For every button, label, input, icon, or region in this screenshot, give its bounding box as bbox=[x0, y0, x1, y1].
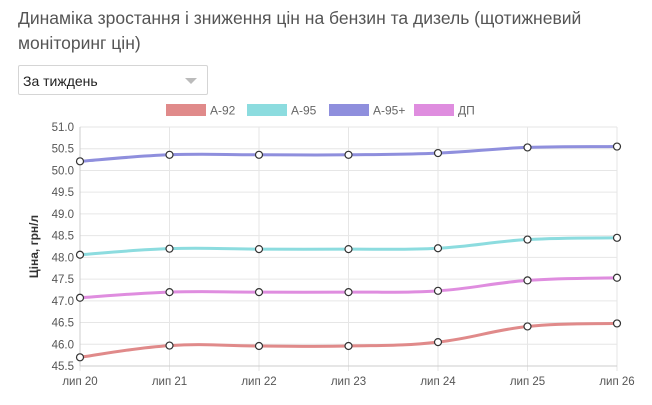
x-tick-label: лип 20 bbox=[62, 376, 97, 388]
legend-swatch bbox=[414, 104, 454, 116]
y-axis-title: Ціна, грн/л bbox=[27, 215, 41, 278]
y-tick-label: 47.0 bbox=[52, 296, 74, 308]
x-tick-label: лип 21 bbox=[152, 376, 187, 388]
data-point bbox=[254, 341, 264, 351]
data-point bbox=[254, 245, 264, 254]
legend-swatch bbox=[166, 104, 206, 116]
data-point bbox=[612, 233, 622, 242]
legend-swatch bbox=[247, 104, 287, 116]
data-point bbox=[165, 341, 174, 350]
legend-label: ДП bbox=[458, 104, 475, 118]
legend-label: А-92 bbox=[210, 104, 236, 118]
data-point bbox=[523, 235, 532, 244]
y-tick-label: 48.5 bbox=[52, 231, 74, 243]
y-tick-label: 47.5 bbox=[52, 274, 74, 286]
y-tick-label: 51.0 bbox=[52, 122, 74, 134]
data-point bbox=[344, 341, 353, 351]
data-point bbox=[75, 157, 85, 166]
data-point bbox=[75, 353, 85, 362]
data-point bbox=[254, 288, 264, 297]
data-point bbox=[523, 276, 532, 285]
x-tick-label: лип 25 bbox=[510, 376, 545, 388]
y-tick-label: 48.0 bbox=[52, 252, 74, 264]
data-point bbox=[523, 143, 532, 152]
x-tick-label: лип 22 bbox=[241, 376, 276, 388]
legend-label: А-95+ bbox=[373, 104, 405, 118]
period-select-value: За тиждень bbox=[23, 73, 98, 89]
x-tick-label: лип 24 bbox=[420, 376, 456, 388]
data-point bbox=[75, 293, 85, 302]
data-point bbox=[165, 150, 174, 159]
data-point bbox=[254, 150, 264, 159]
data-point bbox=[344, 288, 353, 297]
data-point bbox=[433, 148, 443, 158]
y-tick-label: 46.5 bbox=[52, 318, 74, 330]
y-tick-label: 50.0 bbox=[52, 165, 74, 177]
legend-label: А-95 bbox=[291, 104, 317, 118]
period-select[interactable]: За тиждень bbox=[18, 65, 208, 95]
y-tick-label: 50.5 bbox=[52, 144, 74, 156]
data-point bbox=[433, 338, 443, 347]
chevron-down-icon bbox=[185, 78, 197, 84]
y-tick-label: 45.5 bbox=[52, 361, 74, 373]
data-point bbox=[344, 150, 353, 159]
data-point bbox=[612, 319, 622, 328]
y-tick-label: 49.0 bbox=[52, 209, 74, 221]
x-tick-label: лип 23 bbox=[331, 376, 366, 388]
data-point bbox=[612, 142, 622, 151]
page-title: Динаміка зростання і зниження цін на бен… bbox=[18, 8, 582, 53]
data-point bbox=[165, 288, 174, 297]
data-point bbox=[344, 245, 353, 254]
data-point bbox=[165, 244, 174, 253]
legend-swatch bbox=[329, 104, 369, 116]
data-point bbox=[433, 286, 443, 295]
data-point bbox=[75, 250, 85, 259]
x-tick-label: лип 26 bbox=[599, 376, 634, 388]
data-point bbox=[433, 244, 443, 253]
y-tick-label: 46.0 bbox=[52, 339, 74, 351]
data-point bbox=[612, 273, 622, 282]
y-tick-label: 49.5 bbox=[52, 187, 74, 199]
data-point bbox=[523, 322, 532, 331]
